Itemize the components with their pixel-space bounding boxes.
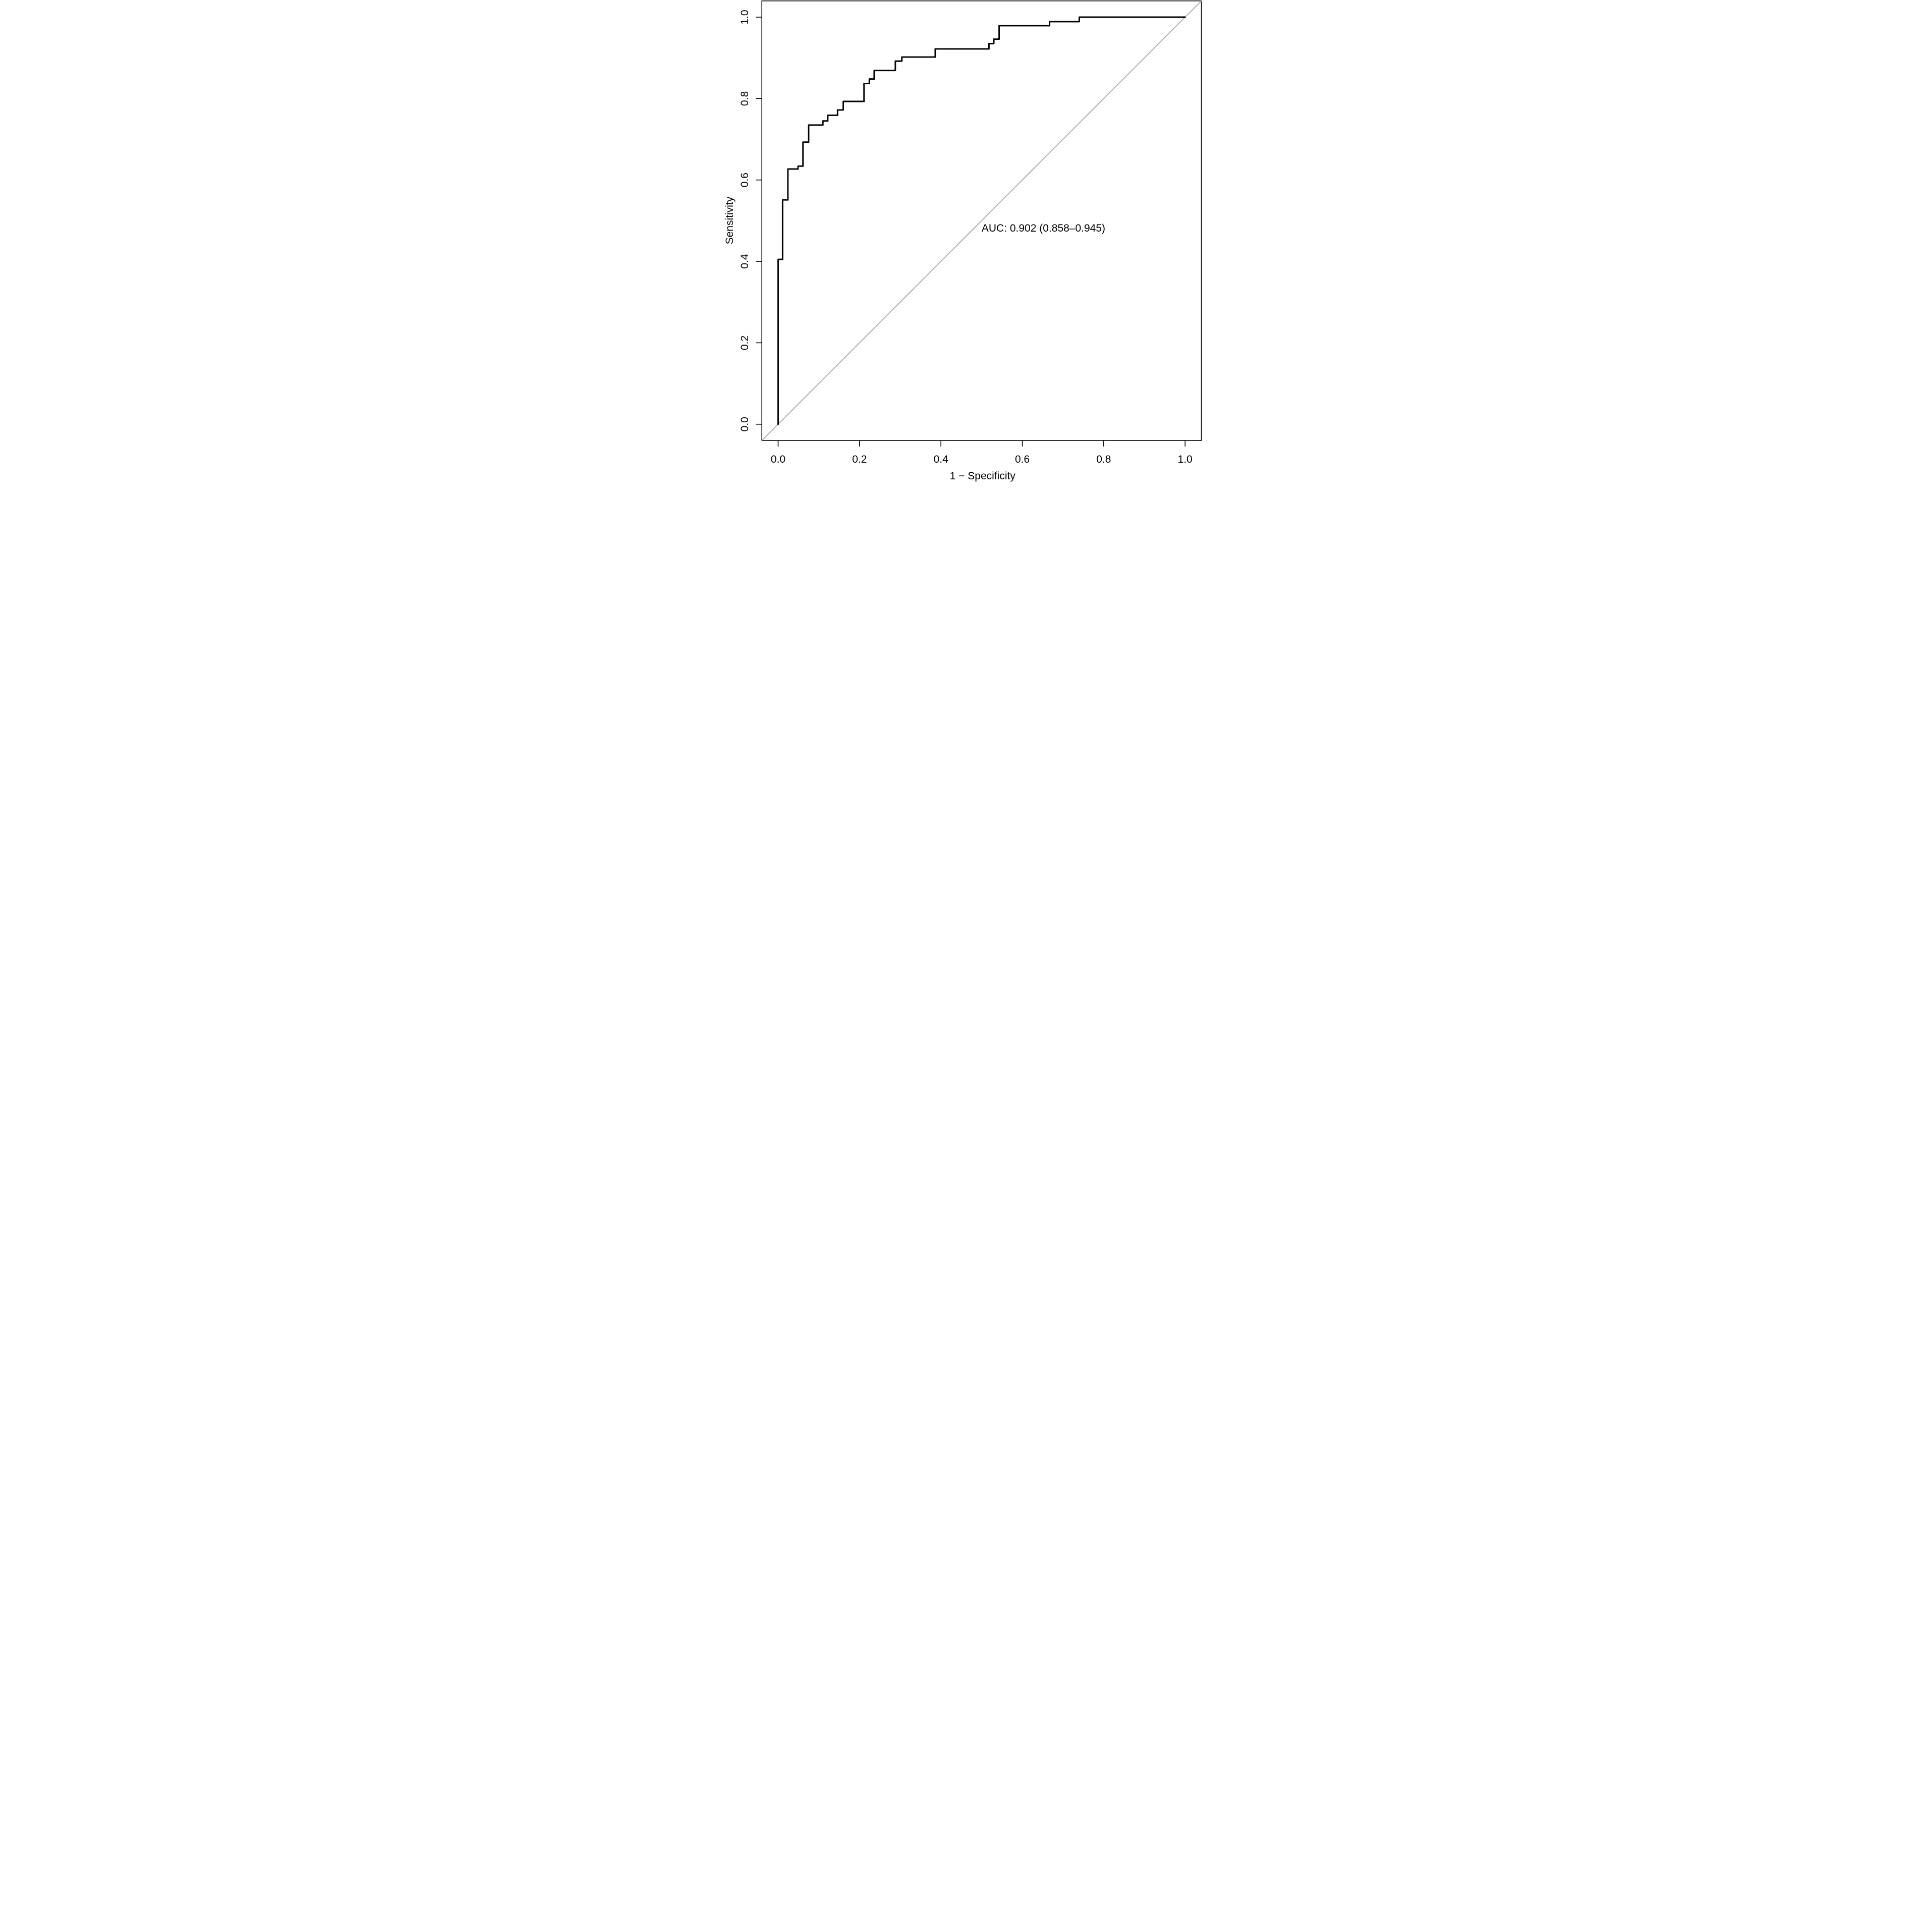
y-tick-label: 1.0: [739, 10, 751, 24]
x-tick-label: 0.0: [770, 454, 785, 465]
roc-plot: 0.0 0.2 0.4 0.6 0.8 1.0 0.0 0.2 0.4 0.6 0.8 1.0 1 …: [724, 0, 1202, 482]
y-axis: 0.0 0.2 0.4 0.6 0.8 1.0: [739, 10, 762, 431]
auc-annotation: AUC: 0.902 (0.858–0.945): [981, 223, 1105, 234]
x-axis-title: 1 − Specificity: [949, 470, 1015, 482]
y-tick-label: 0.4: [739, 254, 751, 269]
x-tick-label: 0.4: [933, 454, 948, 465]
roc-figure: 0.0 0.2 0.4 0.6 0.8 1.0 0.0 0.2 0.4 0.6 0.8 1.0 1 …: [721, 0, 1202, 483]
plot-box: [761, 0, 1202, 441]
x-tick-label: 0.2: [852, 454, 867, 465]
x-tick-label: 0.6: [1014, 454, 1029, 465]
roc-curve-line: [777, 16, 1186, 425]
y-tick-label: 0.8: [739, 91, 751, 106]
x-axis: 0.0 0.2 0.4 0.6 0.8 1.0: [770, 440, 1192, 465]
x-tick-label: 0.8: [1096, 454, 1111, 465]
y-tick-label: 0.6: [739, 173, 751, 187]
y-axis-title: Sensitivity: [724, 196, 736, 244]
y-tick-label: 0.2: [739, 336, 751, 350]
y-tick-label: 0.0: [739, 417, 751, 431]
chance-diagonal-line: [761, 1, 1202, 441]
x-tick-label: 1.0: [1177, 454, 1192, 465]
